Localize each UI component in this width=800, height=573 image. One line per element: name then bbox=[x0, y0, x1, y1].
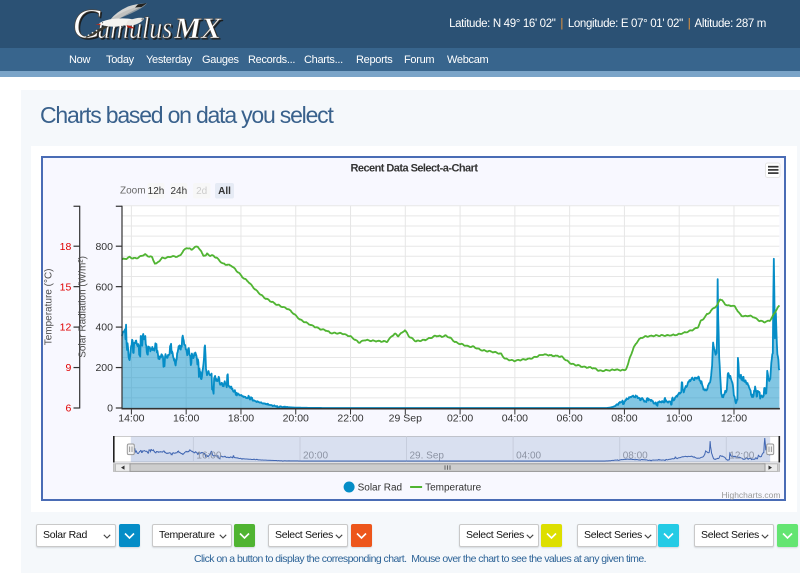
svg-text:08:00: 08:00 bbox=[623, 451, 648, 462]
svg-text:16:00: 16:00 bbox=[196, 451, 221, 462]
svg-text:18: 18 bbox=[60, 241, 72, 253]
svg-text:10:00: 10:00 bbox=[666, 413, 692, 425]
svg-text:20:00: 20:00 bbox=[283, 413, 309, 425]
svg-text:2d: 2d bbox=[196, 186, 207, 197]
svg-text:Temperature: Temperature bbox=[425, 483, 482, 494]
svg-text:24h: 24h bbox=[170, 186, 187, 197]
svg-text:0: 0 bbox=[107, 403, 113, 415]
svg-text:400: 400 bbox=[95, 322, 113, 334]
svg-text:08:00: 08:00 bbox=[611, 413, 637, 425]
svg-text:800: 800 bbox=[95, 241, 113, 253]
svg-text:22:00: 22:00 bbox=[337, 413, 363, 425]
svg-text:12: 12 bbox=[60, 322, 72, 334]
svg-text:Highcharts.com: Highcharts.com bbox=[721, 490, 780, 500]
svg-text:12:00: 12:00 bbox=[721, 413, 747, 425]
svg-text:Solar Rad: Solar Rad bbox=[358, 483, 402, 494]
svg-text:04:00: 04:00 bbox=[516, 451, 541, 462]
svg-text:Recent Data Select-a-Chart: Recent Data Select-a-Chart bbox=[351, 163, 479, 175]
svg-text:14:00: 14:00 bbox=[118, 413, 144, 425]
svg-text:18:00: 18:00 bbox=[228, 413, 254, 425]
svg-text:MX: MX bbox=[173, 12, 222, 45]
svg-text:12h: 12h bbox=[148, 186, 165, 197]
svg-text:200: 200 bbox=[95, 362, 113, 374]
svg-text:9: 9 bbox=[65, 362, 71, 374]
svg-text:C: C bbox=[74, 3, 103, 48]
svg-text:20:00: 20:00 bbox=[303, 451, 328, 462]
svg-text:umulus: umulus bbox=[99, 11, 174, 46]
svg-text:Zoom: Zoom bbox=[120, 186, 146, 197]
svg-text:6: 6 bbox=[65, 403, 71, 415]
svg-text:600: 600 bbox=[95, 281, 113, 293]
svg-text:umulus: umulus bbox=[97, 10, 172, 45]
svg-text:C: C bbox=[72, 2, 101, 48]
svg-text:All: All bbox=[218, 186, 231, 197]
svg-text:Temperature (°C): Temperature (°C) bbox=[44, 269, 55, 346]
svg-text:29. Sep: 29. Sep bbox=[410, 451, 445, 462]
svg-text:02:00: 02:00 bbox=[447, 413, 473, 425]
svg-text:MX: MX bbox=[175, 13, 224, 46]
svg-text:15: 15 bbox=[60, 281, 72, 293]
svg-text:06:00: 06:00 bbox=[556, 413, 582, 425]
svg-text:16:00: 16:00 bbox=[173, 413, 199, 425]
svg-text:04:00: 04:00 bbox=[502, 413, 528, 425]
svg-text:Solar Radiation (W/m²): Solar Radiation (W/m²) bbox=[78, 256, 89, 358]
svg-text:12:00: 12:00 bbox=[729, 451, 754, 462]
svg-text:29 Sep: 29 Sep bbox=[389, 413, 422, 425]
